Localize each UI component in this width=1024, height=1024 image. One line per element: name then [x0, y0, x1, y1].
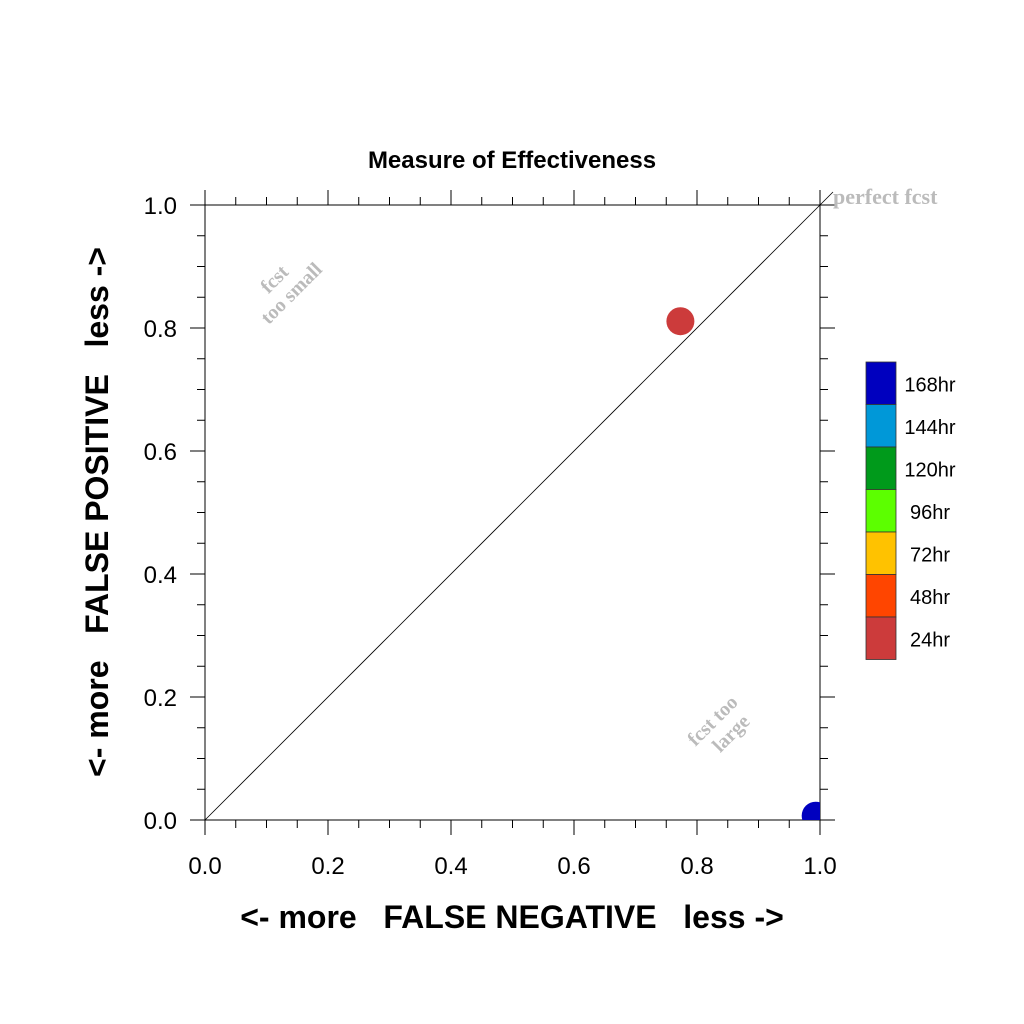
legend-label-72hr: 72hr [910, 544, 950, 566]
y-tick-label: 0.4 [144, 562, 177, 589]
data-point-168hr [801, 801, 820, 820]
forecast-too-small-label: fcst too small [256, 258, 327, 328]
legend-label-144hr: 144hr [904, 417, 955, 439]
y-axis-tick-labels: 0.0 0.2 0.4 0.6 0.8 1.0 [144, 193, 177, 835]
legend-swatch-120hr [865, 446, 897, 490]
data-points [666, 307, 820, 820]
perfect-forecast-diagonal [204, 191, 834, 821]
x-axis-title: <- more FALSE NEGATIVE less -> [240, 899, 784, 935]
y-tick-label: 0.6 [144, 439, 177, 466]
x-tick-label: 0.8 [680, 853, 713, 880]
y-tick-label: 0.2 [144, 685, 177, 712]
y-axis-title: <- more FALSE POSITIVE less -> [79, 247, 115, 777]
x-tick-label: 0.0 [188, 853, 221, 880]
y-tick-label: 1.0 [144, 193, 177, 220]
legend-swatch-48hr [865, 574, 897, 618]
legend: 168hr 144hr 120hr 96hr 72hr 48hr 24hr [865, 361, 956, 660]
legend-swatch-96hr [865, 489, 897, 533]
perfect-forecast-label: perfect fcst [833, 184, 938, 209]
legend-label-120hr: 120hr [904, 459, 955, 481]
data-point-24hr [666, 307, 695, 336]
legend-label-168hr: 168hr [904, 374, 955, 396]
x-tick-label: 0.6 [557, 853, 590, 880]
axis-ticks [190, 190, 835, 835]
y-tick-label: 0.0 [144, 808, 177, 835]
legend-swatch-144hr [865, 404, 897, 448]
y-tick-label: 0.8 [144, 316, 177, 343]
legend-label-48hr: 48hr [910, 587, 950, 609]
legend-label-96hr: 96hr [910, 502, 950, 524]
legend-swatch-72hr [865, 531, 897, 575]
forecast-too-large-label: fcst too large [683, 691, 754, 756]
plot-frame [204, 204, 821, 821]
x-tick-label: 0.4 [434, 853, 467, 880]
legend-swatch-168hr [865, 361, 897, 405]
legend-swatch-24hr [865, 616, 897, 660]
x-tick-label: 0.2 [311, 853, 344, 880]
legend-label-24hr: 24hr [910, 629, 950, 651]
x-axis-tick-labels: 0.0 0.2 0.4 0.6 0.8 1.0 [188, 853, 836, 880]
x-tick-label: 1.0 [803, 853, 836, 880]
chart-title: Measure of Effectiveness [368, 147, 656, 174]
